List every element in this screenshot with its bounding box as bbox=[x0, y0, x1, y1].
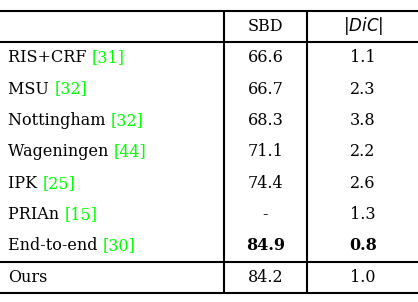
Text: 84.9: 84.9 bbox=[246, 237, 285, 254]
Text: $|DiC|$: $|DiC|$ bbox=[343, 15, 383, 37]
Text: PRIAn: PRIAn bbox=[8, 206, 65, 223]
Text: SBD: SBD bbox=[248, 18, 283, 35]
Text: 1.1: 1.1 bbox=[350, 49, 376, 66]
Text: 68.3: 68.3 bbox=[247, 112, 283, 129]
Text: [32]: [32] bbox=[54, 81, 87, 98]
Text: [30]: [30] bbox=[103, 237, 136, 254]
Text: 2.6: 2.6 bbox=[350, 175, 376, 192]
Text: 84.2: 84.2 bbox=[247, 269, 283, 286]
Text: RIS+CRF: RIS+CRF bbox=[8, 49, 92, 66]
Text: [31]: [31] bbox=[92, 49, 125, 66]
Text: End-to-end: End-to-end bbox=[8, 237, 103, 254]
Text: Nottingham: Nottingham bbox=[8, 112, 111, 129]
Text: [44]: [44] bbox=[114, 143, 147, 160]
Text: 3.8: 3.8 bbox=[350, 112, 376, 129]
Text: [32]: [32] bbox=[111, 112, 144, 129]
Text: 2.3: 2.3 bbox=[350, 81, 376, 98]
Text: 71.1: 71.1 bbox=[247, 143, 283, 160]
Text: IPK: IPK bbox=[8, 175, 43, 192]
Text: [15]: [15] bbox=[65, 206, 98, 223]
Text: MSU: MSU bbox=[8, 81, 54, 98]
Text: [25]: [25] bbox=[43, 175, 76, 192]
Text: 0.8: 0.8 bbox=[349, 237, 377, 254]
Text: 74.4: 74.4 bbox=[247, 175, 283, 192]
Text: 1.3: 1.3 bbox=[350, 206, 376, 223]
Text: -: - bbox=[263, 206, 268, 223]
Text: 2.2: 2.2 bbox=[350, 143, 375, 160]
Text: Wageningen: Wageningen bbox=[8, 143, 114, 160]
Text: 66.6: 66.6 bbox=[247, 49, 283, 66]
Text: 1.0: 1.0 bbox=[350, 269, 376, 286]
Text: 66.7: 66.7 bbox=[247, 81, 283, 98]
Text: Ours: Ours bbox=[8, 269, 48, 286]
